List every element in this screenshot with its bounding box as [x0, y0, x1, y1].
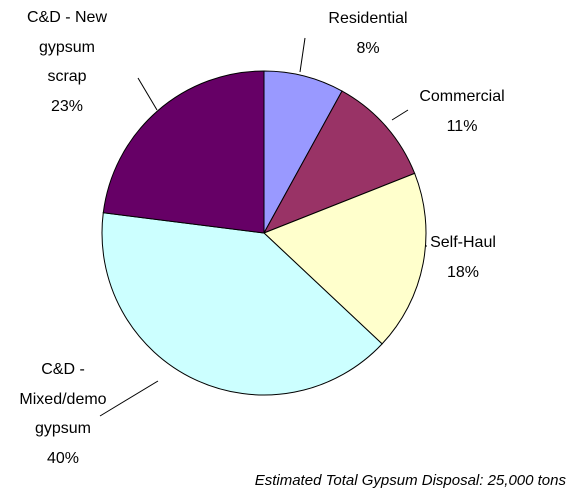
pie-slice — [101, 212, 383, 396]
leader-line — [391, 109, 409, 121]
slice-label: Self-Haul 18% — [417, 228, 509, 287]
leader-line — [99, 380, 159, 417]
value-label: 8% — [356, 39, 380, 57]
category-label: C&D - New gypsum scrap — [26, 9, 107, 85]
value-label: 18% — [446, 263, 480, 281]
value-label: 11% — [446, 117, 478, 135]
leader-line — [299, 37, 306, 73]
leader-line — [137, 77, 158, 111]
category-label: C&D - Mixed/demo gypsum — [19, 361, 107, 437]
value-label: 40% — [46, 449, 80, 467]
value-label: 23% — [50, 97, 84, 115]
annotation: Estimated Total Gypsum Disposal: 25,000 … — [254, 472, 566, 489]
category-label: Residential — [328, 10, 408, 27]
slice-label: C&D - New gypsum scrap 23% — [21, 3, 113, 121]
pie-slice — [263, 172, 427, 345]
pie-slice — [262, 90, 416, 234]
category-label: Commercial — [419, 88, 505, 105]
slice-label: Commercial 11% — [416, 82, 508, 141]
pie-slice — [102, 70, 265, 234]
slice-label: Residential 8% — [322, 4, 414, 63]
category-label: Self-Haul — [430, 234, 496, 251]
slice-label: C&D - Mixed/demo gypsum 40% — [17, 355, 109, 473]
